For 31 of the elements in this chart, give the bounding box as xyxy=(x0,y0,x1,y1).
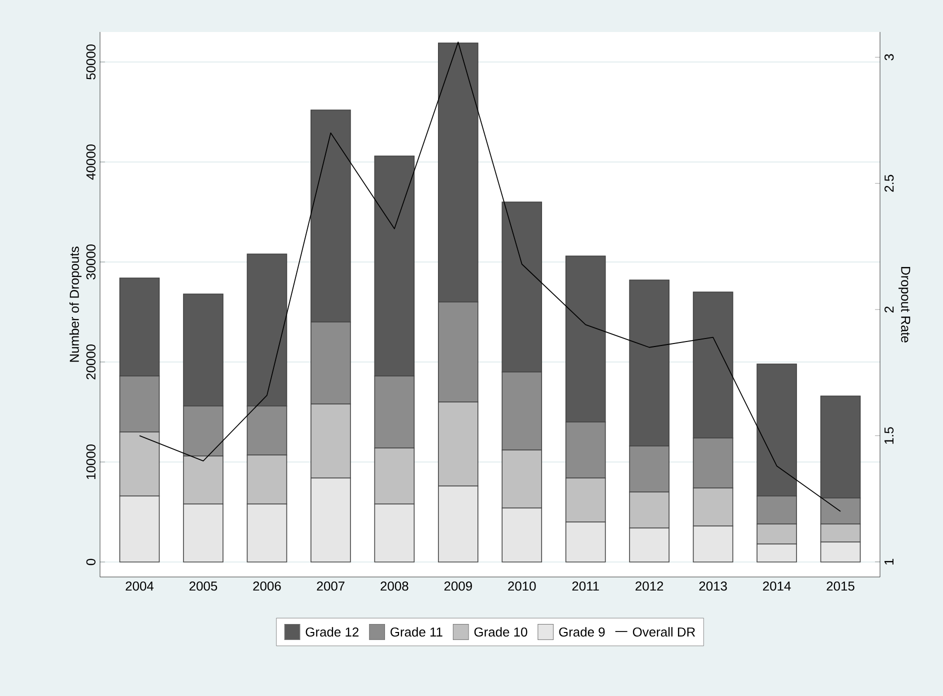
y-tick-label: 50000 xyxy=(86,44,96,80)
y-tick-label: 40000 xyxy=(86,144,96,180)
y-tick-label: 0 xyxy=(86,558,96,566)
x-tick-label: 2011 xyxy=(572,581,599,591)
x-tick-label: 2008 xyxy=(380,581,408,591)
y-tick-label: 10000 xyxy=(86,444,96,480)
x-tick-label: 2009 xyxy=(444,581,472,591)
line-series xyxy=(139,42,841,512)
y2-tick-label: 1.5 xyxy=(884,427,894,444)
y-tick-label: 30000 xyxy=(86,244,96,280)
legend-label: Grade 12 xyxy=(306,627,358,637)
x-tick-label: 2010 xyxy=(508,581,536,591)
legend-label: Grade 9 xyxy=(559,627,605,637)
x-tick-label: 2012 xyxy=(636,581,664,591)
x-tick-label: 2006 xyxy=(253,581,281,591)
x-tick-label: 2015 xyxy=(826,581,854,591)
y2-tick-label: 1 xyxy=(884,558,894,564)
y2-tick-label: 2 xyxy=(884,306,894,312)
y-axis-title: Number of Dropouts xyxy=(69,246,82,362)
legend-label: Grade 10 xyxy=(474,627,528,637)
x-tick-label: 2007 xyxy=(316,581,344,591)
x-tick-label: 2013 xyxy=(699,581,727,591)
y2-axis-title: Dropout Rate xyxy=(898,267,910,342)
x-tick-label: 2014 xyxy=(763,581,791,591)
y2-tick-label: 3 xyxy=(884,54,894,60)
x-tick-label: 2005 xyxy=(189,581,218,591)
x-tick-label: 2004 xyxy=(126,581,154,591)
legend-label: Grade 11 xyxy=(390,627,442,637)
y-tick-label: 20000 xyxy=(86,344,96,380)
legend-label: Overall DR xyxy=(632,627,696,637)
y2-tick-label: 2.5 xyxy=(884,174,894,192)
